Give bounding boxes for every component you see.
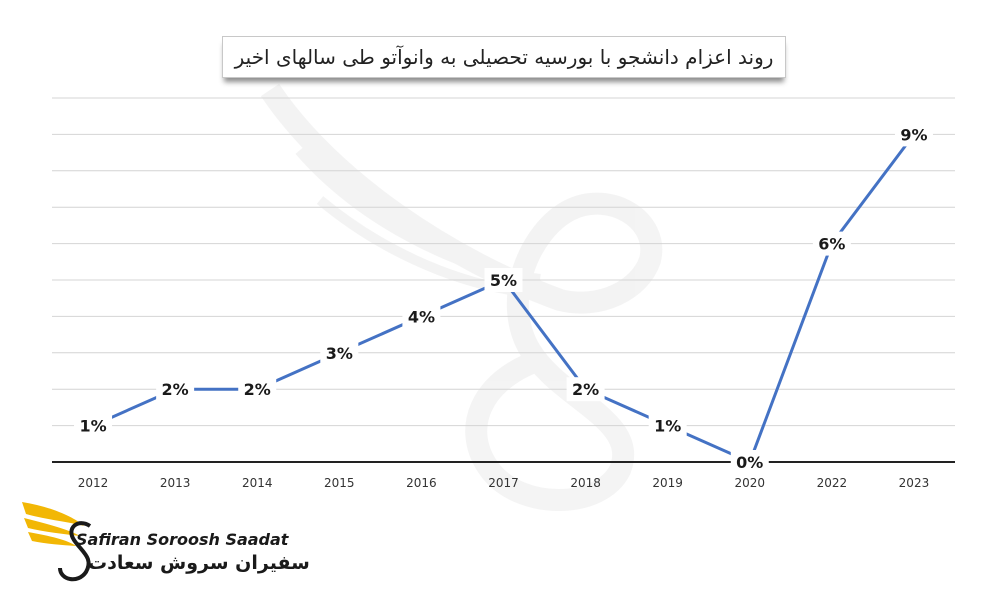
data-label: 2% — [244, 380, 271, 399]
data-label-bg — [74, 413, 113, 438]
logo-wing-icon — [22, 502, 84, 526]
x-tick-label: 2018 — [570, 476, 601, 490]
x-tick-label: 2017 — [488, 476, 519, 490]
company-logo — [22, 502, 92, 582]
data-label: 9% — [900, 125, 927, 144]
x-tick-label: 2014 — [242, 476, 273, 490]
data-label: 2% — [572, 380, 599, 399]
data-label-bg — [156, 377, 195, 402]
data-label-bg — [238, 377, 277, 402]
x-tick-label: 2016 — [406, 476, 437, 490]
series-line — [92, 133, 916, 465]
chart-title: روند اعزام دانشجو با بورسیه تحصیلی به وا… — [222, 36, 786, 78]
x-tick-label: 2022 — [817, 476, 848, 490]
data-label-bg — [730, 450, 769, 474]
logo-s-icon — [58, 521, 92, 582]
logo-name-fa: سفیران سروش سعادت — [88, 552, 310, 574]
data-label-bg — [402, 304, 441, 329]
data-label: 0% — [736, 453, 763, 472]
data-point: 4% — [402, 304, 441, 329]
x-tick-label: 2012 — [78, 476, 109, 490]
logo-name-en: Safiran Soroosh Saadat — [76, 530, 289, 549]
data-point: 2% — [156, 377, 195, 402]
data-point: 0% — [730, 450, 769, 474]
data-labels: 1% 2% 2% 3% 4% 5% 2% 1% 0% 6% 9% — [74, 122, 933, 474]
data-label: 6% — [818, 235, 845, 254]
x-tick-label: 2023 — [899, 476, 930, 490]
x-tick-label: 2019 — [652, 476, 683, 490]
data-label-bg — [484, 268, 523, 292]
data-point: 9% — [894, 122, 933, 147]
data-label: 1% — [79, 417, 106, 436]
data-label: 3% — [326, 344, 353, 363]
x-tick-labels: 2012 2013 2014 2015 2016 2017 2018 2019 2020 2022… — [78, 476, 929, 490]
x-tick-label: 2020 — [734, 476, 765, 490]
data-label-bg — [566, 377, 605, 402]
watermark-logo — [260, 83, 663, 511]
x-tick-label: 2013 — [160, 476, 191, 490]
data-point: 2% — [238, 377, 277, 402]
data-point: 1% — [74, 413, 113, 438]
data-label: 5% — [490, 271, 517, 290]
data-point: 5% — [484, 268, 523, 292]
data-label-bg — [648, 413, 687, 438]
data-point: 2% — [566, 377, 605, 402]
gridlines — [52, 97, 955, 427]
data-label: 1% — [654, 417, 681, 436]
data-label-bg — [320, 340, 359, 365]
data-point: 6% — [812, 231, 851, 256]
data-label: 4% — [408, 307, 435, 326]
data-point: 3% — [320, 340, 359, 365]
data-label: 2% — [162, 380, 189, 399]
data-point: 1% — [648, 413, 687, 438]
data-label-bg — [894, 122, 933, 147]
x-tick-label: 2015 — [324, 476, 355, 490]
data-label-bg — [812, 231, 851, 256]
chart-title-text: روند اعزام دانشجو با بورسیه تحصیلی به وا… — [234, 45, 774, 69]
